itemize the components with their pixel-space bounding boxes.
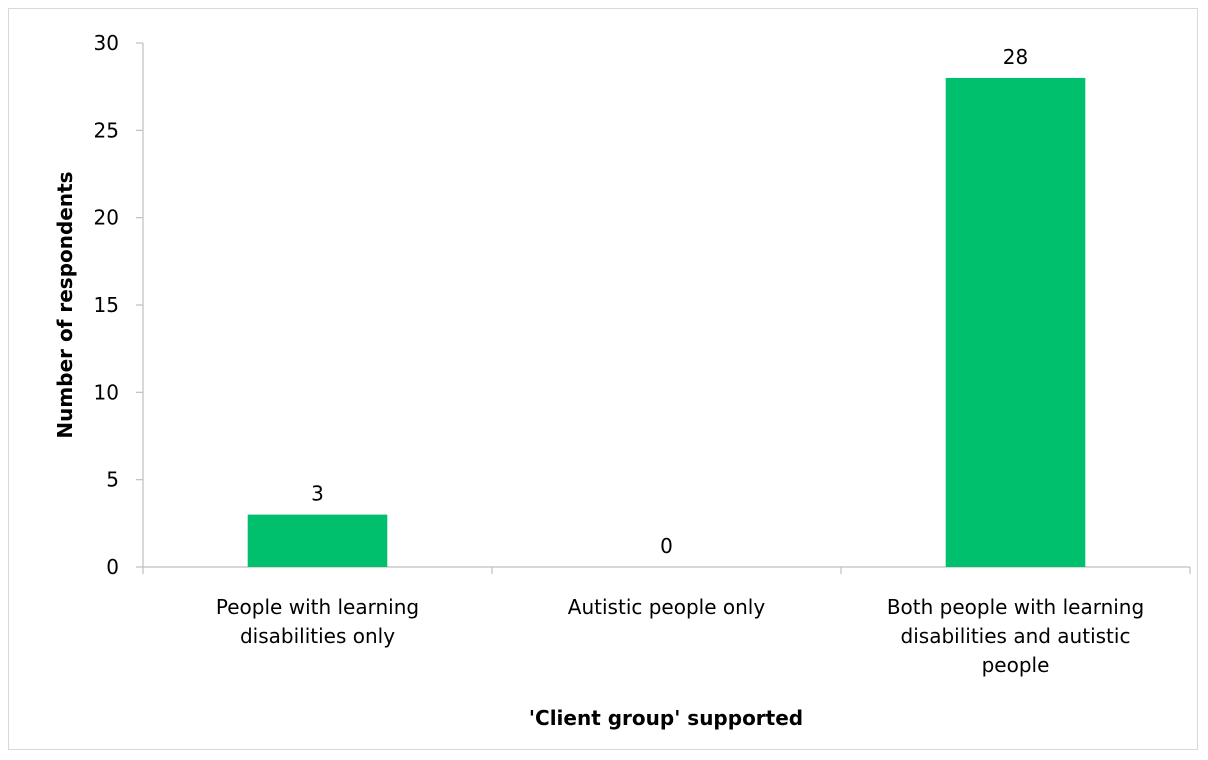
category-label: People with learning disabilities only [216, 595, 419, 648]
category-label: Both people with learning disabilities an… [887, 595, 1144, 677]
data-labels: 3 0 28 [311, 45, 1028, 558]
category-label-line: people [982, 653, 1050, 677]
y-axis: 0 5 10 15 20 25 30 [94, 31, 144, 579]
category-label: Autistic people only [568, 595, 766, 619]
bar [945, 77, 1086, 567]
category-label-line: Both people with learning [887, 595, 1144, 619]
x-axis [142, 566, 1191, 574]
category-labels: People with learning disabilities only Aut… [216, 595, 1144, 677]
y-axis-title: Number of respondents [53, 171, 77, 438]
category-label-line: disabilities and autistic [901, 624, 1131, 648]
y-tick-label: 30 [94, 31, 119, 55]
bars [247, 77, 1086, 567]
chart-frame [8, 8, 1198, 750]
category-label-line: People with learning [216, 595, 419, 619]
data-label: 3 [311, 482, 324, 506]
category-label-line: Autistic people only [568, 595, 766, 619]
y-tick-label: 10 [94, 380, 119, 404]
y-tick-label: 5 [106, 468, 119, 492]
y-tick-label: 0 [106, 555, 119, 579]
data-label: 0 [660, 534, 673, 558]
x-axis-title: 'Client group' supported [529, 706, 803, 730]
y-tick-label: 20 [94, 206, 119, 230]
y-tick-label: 15 [94, 293, 119, 317]
y-tick-label: 25 [94, 118, 119, 142]
data-label: 28 [1003, 45, 1028, 69]
bar [247, 514, 388, 567]
category-label-line: disabilities only [240, 624, 395, 648]
